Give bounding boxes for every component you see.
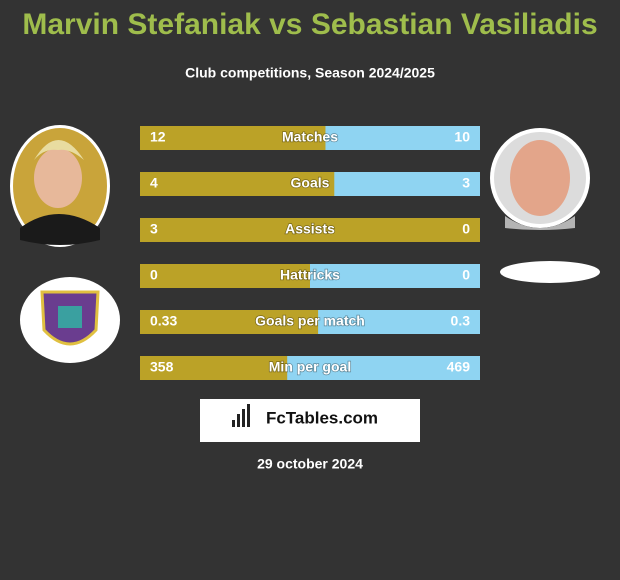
stat-rows: 12 10 Matches 4 3 Goals 3 0 Assists 0 0 Hattricks 0.… — [140, 126, 480, 380]
placeholder-oval — [500, 261, 600, 283]
club-logo — [20, 277, 120, 363]
left-value: 3 — [150, 221, 158, 237]
stat-label: Goals per match — [255, 313, 365, 329]
right-value: 0 — [462, 221, 470, 237]
right-value: 469 — [447, 359, 471, 375]
brand-box: FcTables.com — [200, 399, 420, 442]
right-player-photo — [490, 128, 590, 230]
right-value: 3 — [462, 175, 470, 191]
subtitle: Club competitions, Season 2024/2025 — [185, 65, 435, 81]
left-value: 0 — [150, 267, 158, 283]
bar-left — [140, 126, 326, 150]
bar-left — [140, 264, 310, 288]
stat-label: Goals — [291, 175, 330, 191]
stat-label: Hattricks — [280, 267, 340, 283]
brand: FcTables.com — [266, 408, 378, 427]
bar-left — [140, 172, 335, 196]
left-value: 4 — [150, 175, 158, 191]
bar-right — [334, 172, 480, 196]
bar-left — [140, 310, 319, 334]
stat-label: Matches — [282, 129, 338, 145]
bar-right — [287, 356, 480, 380]
stat-label: Assists — [285, 221, 335, 237]
bar-left — [140, 356, 288, 380]
right-value: 0.3 — [451, 313, 471, 329]
left-player-photo — [10, 125, 110, 247]
right-value: 0 — [462, 267, 470, 283]
bar-right — [310, 264, 480, 288]
bar-right — [325, 126, 480, 150]
left-value: 12 — [150, 129, 166, 145]
right-value: 10 — [454, 129, 470, 145]
left-value: 358 — [150, 359, 174, 375]
stat-label: Min per goal — [269, 359, 351, 375]
left-value: 0.33 — [150, 313, 177, 329]
bar-right — [318, 310, 480, 334]
title: Marvin Stefaniak vs Sebastian Vasiliadis — [22, 8, 597, 41]
date: 29 october 2024 — [257, 456, 363, 472]
bar-left — [140, 218, 480, 242]
